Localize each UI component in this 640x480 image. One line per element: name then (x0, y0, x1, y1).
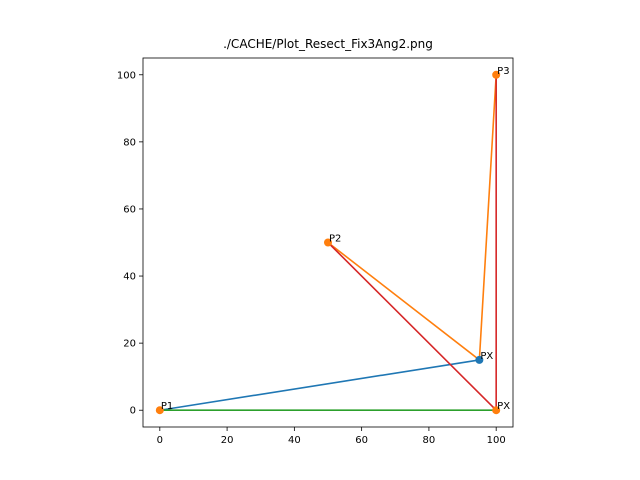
plot-area: P1 P2 P3 PX PX (155, 66, 510, 415)
y-tick-label: 20 (123, 339, 136, 350)
x-tick-label: 0 (157, 435, 163, 446)
x-tick-label: 20 (221, 435, 234, 446)
point-label: P2 (329, 234, 341, 245)
y-tick-label: 40 (123, 272, 136, 283)
series-line-1 (159, 359, 480, 412)
axes: 0 20 40 60 80 100 0 20 40 60 80 100 (117, 57, 514, 446)
x-tick-label: 100 (487, 435, 506, 446)
chart-title: ./CACHE/Plot_Resect_Fix3Ang2.png (223, 37, 433, 51)
y-tick-label: 60 (123, 204, 136, 215)
y-tick-label: 100 (117, 70, 136, 81)
point-label: P3 (497, 66, 509, 77)
x-tick-label: 60 (355, 435, 368, 446)
data-point-marker (324, 238, 332, 247)
x-tick-label: 80 (423, 435, 436, 446)
series-line-2 (327, 74, 497, 362)
data-point-marker (475, 355, 484, 364)
data-point-marker (155, 406, 164, 415)
y-tick-label: 80 (123, 137, 136, 148)
y-tick-label: 0 (130, 406, 136, 417)
point-label: PX (497, 401, 510, 412)
data-point-marker (492, 406, 501, 415)
data-point-marker (492, 70, 501, 79)
point-label: PX (480, 351, 493, 362)
x-tick-label: 40 (288, 435, 301, 446)
axes-frame (142, 57, 514, 428)
series-line-4 (327, 74, 497, 413)
point-label: P1 (161, 401, 173, 412)
